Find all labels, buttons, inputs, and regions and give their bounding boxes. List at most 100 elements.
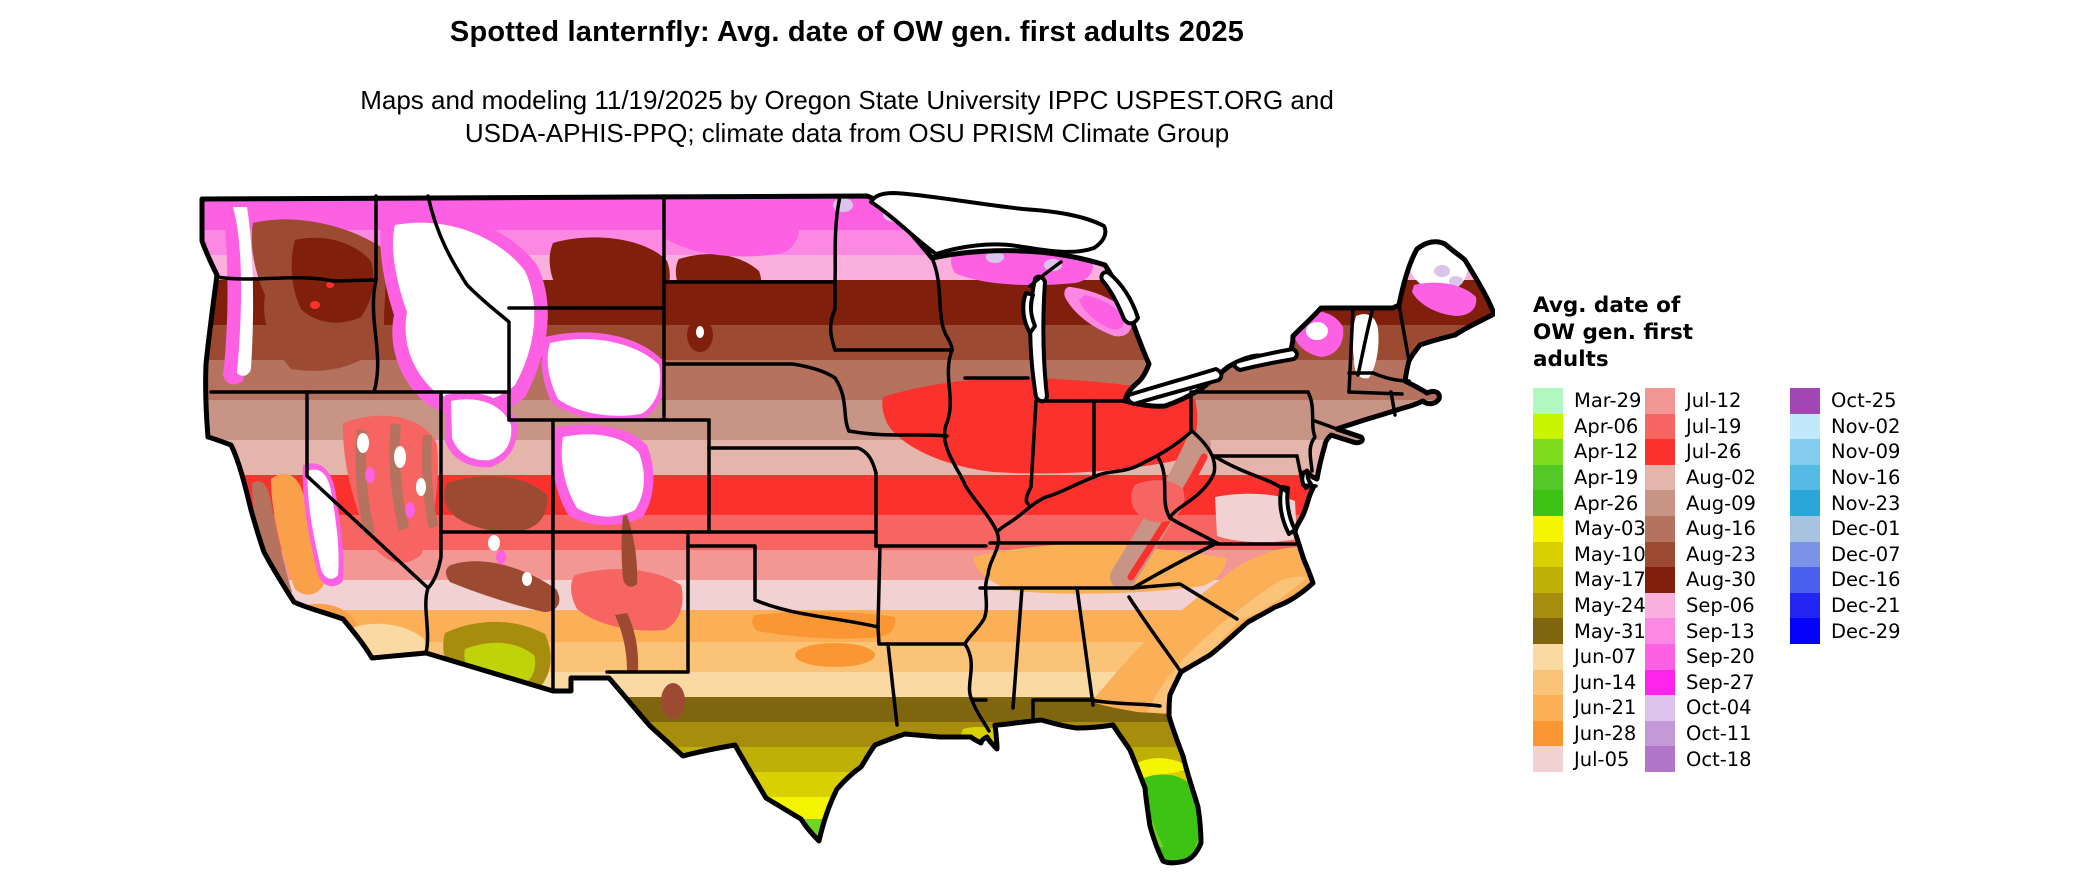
us-choropleth-map bbox=[195, 185, 1495, 885]
legend-swatch bbox=[1645, 567, 1675, 593]
legend-entry: Apr-12 bbox=[1533, 439, 1646, 465]
legend-entry: Aug-09 bbox=[1645, 490, 1756, 516]
legend-label: Jul-05 bbox=[1574, 747, 1630, 771]
subtitle-line-2: USDA-APHIS-PPQ; climate data from OSU PR… bbox=[464, 118, 1230, 148]
legend-swatch bbox=[1533, 720, 1563, 747]
legend-label: Nov-02 bbox=[1831, 414, 1901, 438]
legend-label: Oct-11 bbox=[1686, 722, 1752, 746]
legend-swatch bbox=[1790, 618, 1820, 644]
legend-label: Nov-23 bbox=[1831, 491, 1901, 515]
legend-entry: Nov-23 bbox=[1790, 490, 1901, 516]
legend-entry: Aug-02 bbox=[1645, 464, 1756, 491]
legend-label: Jul-26 bbox=[1686, 440, 1742, 464]
legend-label: Aug-16 bbox=[1686, 517, 1756, 541]
legend-entry: Aug-23 bbox=[1645, 541, 1756, 568]
legend-column-2: Jul-12 Jul-19 Jul-26 Aug-02 Aug-09 Aug-16 Aug-… bbox=[1645, 388, 1756, 772]
legend-entry: Oct-18 bbox=[1645, 746, 1756, 772]
legend-entry: Nov-02 bbox=[1790, 413, 1901, 440]
legend-label: May-17 bbox=[1574, 568, 1646, 592]
legend-entry: Apr-06 bbox=[1533, 413, 1646, 440]
legend-entry: Jun-21 bbox=[1533, 695, 1646, 721]
legend-column-1: Mar-29 Apr-06 Apr-12 Apr-19 Apr-26 May-03 May-… bbox=[1533, 388, 1646, 772]
legend-swatch bbox=[1533, 695, 1563, 721]
legend-entry: Nov-16 bbox=[1790, 464, 1901, 491]
legend-entry: Nov-09 bbox=[1790, 439, 1901, 465]
legend-label: May-31 bbox=[1574, 619, 1646, 643]
legend-swatch bbox=[1533, 515, 1563, 542]
legend-label: Apr-06 bbox=[1574, 414, 1639, 438]
chesapeake-bay bbox=[1278, 485, 1297, 536]
legend-label: Aug-23 bbox=[1686, 542, 1756, 566]
legend-swatch bbox=[1533, 643, 1563, 670]
legend-label: Nov-09 bbox=[1831, 440, 1901, 464]
lake-ontario bbox=[1232, 347, 1299, 372]
legend-swatch bbox=[1533, 669, 1563, 696]
legend-entry: Oct-25 bbox=[1790, 388, 1901, 414]
legend-swatch bbox=[1645, 490, 1675, 516]
legend-label: Apr-12 bbox=[1574, 440, 1639, 464]
legend-label: Nov-16 bbox=[1831, 466, 1901, 490]
map-legend: Avg. date of OW gen. first adults Mar-29… bbox=[1533, 292, 2093, 772]
legend-entry: Aug-16 bbox=[1645, 515, 1756, 542]
legend-label: Aug-02 bbox=[1686, 466, 1756, 490]
legend-swatch bbox=[1645, 464, 1675, 491]
legend-swatch bbox=[1645, 643, 1675, 670]
legend-swatch bbox=[1645, 720, 1675, 747]
legend-swatch bbox=[1790, 592, 1820, 619]
legend-swatch bbox=[1645, 439, 1675, 465]
lake-superior bbox=[869, 191, 1108, 256]
legend-entry: Sep-20 bbox=[1645, 643, 1756, 670]
legend-label: Dec-16 bbox=[1831, 568, 1901, 592]
legend-label: Dec-29 bbox=[1831, 619, 1901, 643]
legend-title-line-2: OW gen. first bbox=[1533, 320, 1694, 345]
legend-label: Aug-30 bbox=[1686, 568, 1756, 592]
legend-entry: Oct-04 bbox=[1645, 695, 1756, 721]
legend-entry: May-31 bbox=[1533, 618, 1646, 644]
legend-label: May-10 bbox=[1574, 542, 1646, 566]
legend-swatch bbox=[1645, 541, 1675, 568]
legend-entry: May-17 bbox=[1533, 567, 1646, 593]
legend-label: Dec-21 bbox=[1831, 594, 1901, 618]
legend-swatch bbox=[1790, 439, 1820, 465]
legend-entry: Dec-29 bbox=[1790, 618, 1901, 644]
legend-entry: Jul-19 bbox=[1645, 413, 1756, 440]
legend-swatch bbox=[1533, 388, 1563, 414]
legend-entry: Jun-28 bbox=[1533, 720, 1646, 747]
legend-swatch bbox=[1645, 515, 1675, 542]
legend-swatch bbox=[1790, 413, 1820, 440]
legend-label: Dec-01 bbox=[1831, 517, 1901, 541]
legend-swatch bbox=[1533, 746, 1563, 772]
legend-label: Mar-29 bbox=[1574, 389, 1642, 413]
legend-entry: Apr-26 bbox=[1533, 490, 1646, 516]
legend-entry: Oct-11 bbox=[1645, 720, 1756, 747]
legend-entry: Sep-27 bbox=[1645, 669, 1756, 696]
legend-entry: May-03 bbox=[1533, 515, 1646, 542]
legend-column-3: Oct-25 Nov-02 Nov-09 Nov-16 Nov-23 Dec-01 Dec-… bbox=[1790, 388, 1901, 644]
legend-label: Sep-27 bbox=[1686, 670, 1755, 694]
green-bay bbox=[1021, 291, 1037, 335]
legend-label: Jun-14 bbox=[1574, 670, 1637, 694]
legend-swatch bbox=[1790, 515, 1820, 542]
legend-swatch bbox=[1790, 490, 1820, 516]
legend-swatch bbox=[1645, 413, 1675, 440]
legend-label: Sep-06 bbox=[1686, 594, 1755, 618]
legend-label: May-24 bbox=[1574, 594, 1646, 618]
legend-label: Oct-18 bbox=[1686, 747, 1752, 771]
legend-swatch bbox=[1790, 464, 1820, 491]
legend-swatch bbox=[1645, 618, 1675, 644]
legend-swatch bbox=[1533, 567, 1563, 593]
legend-entry: Jun-07 bbox=[1533, 643, 1646, 670]
legend-entry: Apr-19 bbox=[1533, 464, 1646, 491]
legend-label: Jun-07 bbox=[1574, 645, 1637, 669]
legend-swatch bbox=[1790, 541, 1820, 568]
legend-swatch bbox=[1790, 388, 1820, 414]
legend-swatch bbox=[1533, 439, 1563, 465]
legend-swatch bbox=[1533, 541, 1563, 568]
lake-erie bbox=[1125, 367, 1224, 406]
legend-entry: Jul-12 bbox=[1645, 388, 1756, 414]
lake-huron bbox=[1099, 270, 1140, 326]
legend-entry: Sep-13 bbox=[1645, 618, 1756, 644]
legend-label: Jun-21 bbox=[1574, 696, 1637, 720]
legend-label: Oct-04 bbox=[1686, 696, 1752, 720]
